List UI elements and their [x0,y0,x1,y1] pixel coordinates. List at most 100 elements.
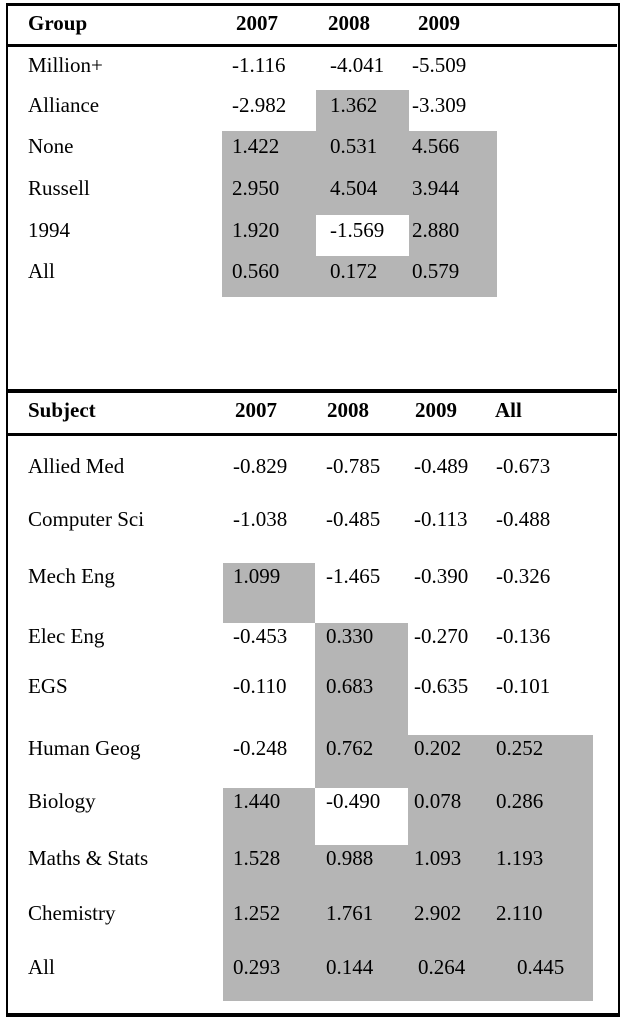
cell-2009: 0.202 [408,735,490,788]
subject-table-top-rule [8,389,617,393]
row-label: Mech Eng [28,564,115,588]
row-label: Alliance [28,93,100,117]
cell-2009: 1.093 [408,845,490,900]
row-label: EGS [28,674,68,698]
subject-table-header-all: All [495,398,522,422]
cell-2009: -3.309 [412,93,467,117]
cell-2007: 0.560 [222,256,316,297]
table-row: Human Geog -0.248 0.762 0.202 0.252 [8,735,617,788]
cell-2008: 0.172 [316,256,409,297]
row-label: Maths & Stats [28,846,149,870]
cell-2008: 0.762 [315,735,408,788]
cell-2009: -0.489 [414,454,469,478]
table-row: None 1.422 0.531 4.566 [8,131,617,173]
table-row: 1994 1.920 -1.569 2.880 [8,215,617,256]
cell-2007: -0.110 [233,674,287,698]
cell-2009: -5.509 [412,53,467,77]
cell-2009: 2.880 [409,215,497,256]
cell-2008: 0.531 [316,131,409,173]
cell-2008: 0.988 [315,845,408,900]
cell-2007: -1.038 [233,507,288,531]
table-row: Computer Sci -1.038 -0.485 -0.113 -0.488 [8,506,617,563]
subject-table-header-2007: 2007 [235,398,277,422]
table-row: All 0.560 0.172 0.579 [8,256,617,297]
table-row: Biology 1.440 -0.490 0.078 0.286 [8,788,617,845]
cell-all: 2.110 [490,900,593,954]
cell-2009: -0.390 [414,564,469,588]
cell-2007: 1.252 [223,900,315,954]
row-label: Human Geog [28,736,141,760]
cell-2007: 2.950 [222,173,316,215]
row-label: Elec Eng [28,624,105,648]
row-label: 1994 [28,218,70,242]
cell-2007: -0.248 [233,736,288,760]
cell-all: 0.252 [490,735,593,788]
table-row: Alliance -2.982 1.362 -3.309 [8,90,617,131]
cell-2008: 4.504 [316,173,409,215]
table-row: Allied Med -0.829 -0.785 -0.489 -0.673 [8,453,617,506]
cell-2009: 0.078 [408,788,490,845]
cell-2007: -0.453 [233,624,288,648]
cell-all: -0.326 [496,564,551,588]
group-table-header-2008: 2008 [328,11,370,35]
cell-2008: -4.041 [330,53,385,77]
cell-2008: 1.362 [316,90,409,131]
row-label: Chemistry [28,901,116,925]
cell-2008: 0.683 [315,673,408,735]
cell-all: 1.193 [490,845,593,900]
subject-table-header-2009: 2009 [415,398,457,422]
table-row: Maths & Stats 1.528 0.988 1.093 1.193 [8,845,617,900]
subject-table-header-2008: 2008 [327,398,369,422]
row-label: Computer Sci [28,507,145,531]
cell-2008: 0.144 [315,954,408,1001]
cell-2009: -0.113 [414,507,468,531]
cell-2009: 2.902 [408,900,490,954]
cell-2009: 0.264 [408,954,490,1001]
cell-2009: 0.579 [409,256,497,297]
group-table-header-2007: 2007 [236,11,278,35]
row-label: Allied Med [28,454,125,478]
cell-all: -0.488 [496,507,551,531]
table-row: Mech Eng 1.099 -1.465 -0.390 -0.326 [8,563,617,623]
subject-table-header-row: Subject 2007 2008 2009 All [8,393,617,433]
table-row: Russell 2.950 4.504 3.944 [8,173,617,215]
cell-2007: -2.982 [232,93,287,117]
row-label: Biology [28,789,96,813]
cell-all: -0.101 [496,674,551,698]
group-header-rule [8,44,617,47]
table-row: Chemistry 1.252 1.761 2.902 2.110 [8,900,617,954]
cell-all: -0.673 [496,454,551,478]
cell-2009: -0.270 [414,624,469,648]
table-row: EGS -0.110 0.683 -0.635 -0.101 [8,673,617,735]
cell-2008: 0.330 [315,623,408,673]
table-row: Million+ -1.116 -4.041 -5.509 [8,50,617,90]
cell-2007: 0.293 [223,954,315,1001]
cell-2008: 1.761 [315,900,408,954]
cell-2008: -1.569 [330,218,385,242]
outer-border [6,3,620,1017]
table-row: Elec Eng -0.453 0.330 -0.270 -0.136 [8,623,617,673]
row-label: Russell [28,176,90,200]
cell-2007: 1.528 [223,845,315,900]
cell-all: 0.445 [490,954,593,1001]
subject-table-header-label: Subject [28,398,96,422]
subject-header-rule [8,433,617,436]
table-row: All 0.293 0.144 0.264 0.445 [8,954,617,1001]
cell-all: -0.136 [496,624,551,648]
group-table-header-2009: 2009 [418,11,460,35]
group-table-header-label: Group [28,11,88,35]
cell-2008: -1.465 [326,564,381,588]
group-table-header-row: Group 2007 2008 2009 [8,6,617,44]
row-label: All [28,259,55,283]
cell-2007: 1.920 [222,215,316,256]
cell-2009: 4.566 [409,131,497,173]
cell-2007: 1.099 [223,563,315,623]
cell-2009: -0.635 [414,674,469,698]
row-label: None [28,134,74,158]
cell-all: 0.286 [490,788,593,845]
cell-2007: -1.116 [232,53,286,77]
cell-2007: -0.829 [233,454,288,478]
row-label: All [28,955,55,979]
cell-2008: -0.785 [326,454,381,478]
